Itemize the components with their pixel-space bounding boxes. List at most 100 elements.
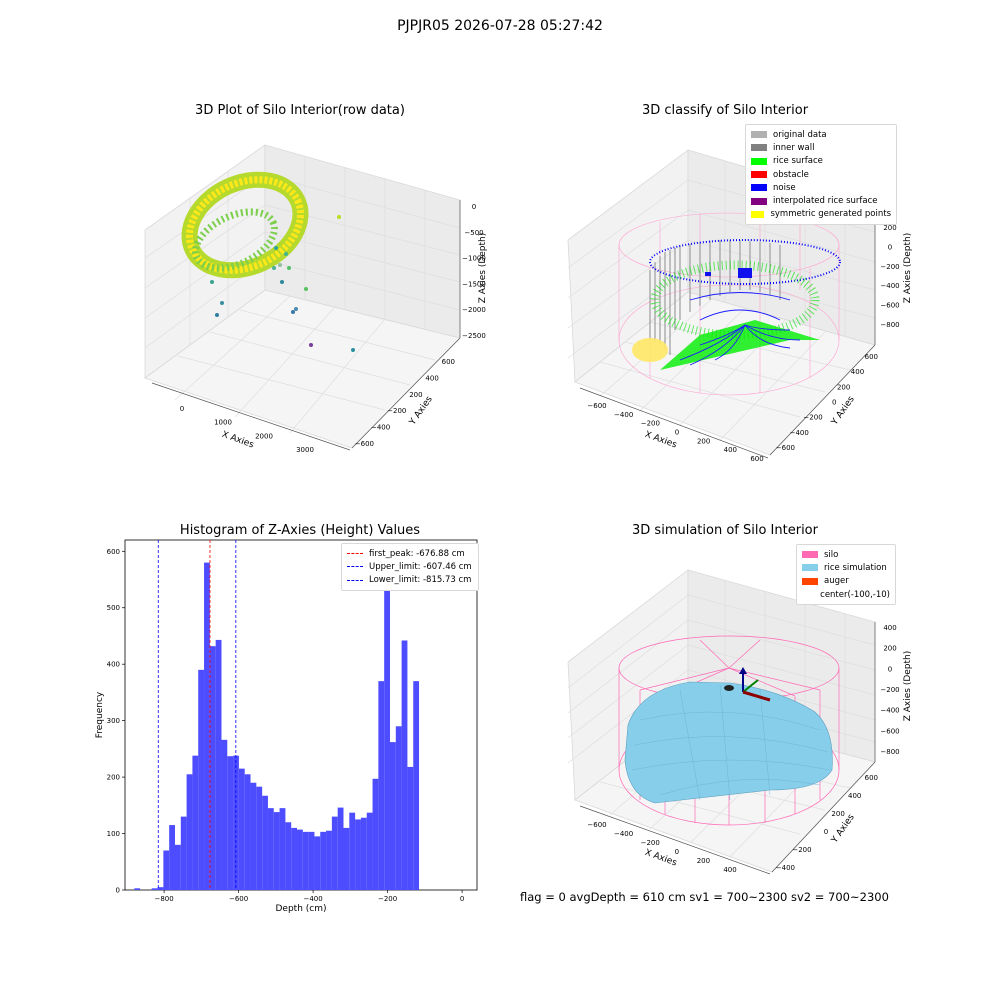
panel4-center-marker	[724, 685, 734, 691]
histogram-y-tick-label: 200	[107, 774, 120, 782]
legend-swatch	[751, 184, 767, 192]
histogram-x-tick-label: −600	[229, 895, 248, 903]
legend-label: center(-100,-10)	[820, 589, 890, 600]
histogram-x-tick-label: −400	[303, 895, 322, 903]
legend-swatch	[751, 131, 767, 139]
legend-label: interpolated rice surface	[773, 196, 878, 207]
legend-swatch	[802, 577, 818, 585]
panel4-auger-z-arrow-head	[739, 667, 747, 674]
histogram-y-tick-label: 400	[107, 661, 120, 669]
histogram-bar	[331, 816, 338, 890]
panel4-x-tick-label: −400	[614, 830, 633, 838]
histogram-bar	[285, 822, 292, 890]
panel4-z-tick-label: −800	[880, 748, 899, 756]
histogram-x-tick-label: −800	[154, 895, 173, 903]
panel4-title: 3D simulation of Silo Interior	[632, 523, 818, 538]
panel3-title: Histogram of Z-Axies (Height) Values	[179, 523, 421, 538]
histogram-bar	[389, 742, 396, 890]
panel1-z-tick-label: −500	[464, 229, 483, 237]
panel2-title: 3D classify of Silo Interior	[641, 103, 809, 118]
panel1-y-tick-label: 400	[425, 374, 438, 382]
panel2-x-tick-label: 200	[697, 437, 710, 445]
histogram-bar	[256, 786, 263, 890]
status-footer: flag = 0 avgDepth = 610 cm sv1 = 700~230…	[520, 890, 889, 904]
panel4-y-tick-label: 600	[865, 774, 878, 782]
histogram-bar	[297, 829, 303, 890]
panel4-y-tick-label: −400	[776, 864, 795, 872]
legend-label: Lower_limit: -815.73 cm	[369, 575, 472, 586]
legend-swatch	[347, 579, 363, 581]
panel2-z-tick-label: −800	[880, 321, 899, 329]
panel2-x-tick-label: 600	[750, 455, 763, 463]
panel3-legend: first_peak: -676.88 cm Upper_limit: -607.…	[341, 543, 479, 591]
panel4-rice-simulation-surface	[624, 681, 833, 804]
legend-label: Upper_limit: -607.46 cm	[369, 561, 472, 572]
panel1-z-tick-label: −2000	[462, 306, 486, 314]
panel2-point-cloud	[618, 212, 841, 396]
panel4-z-tick-label: −400	[880, 707, 899, 715]
panel1-z-ticks: 0 −500 −1000 −1500 −2000 −2500	[462, 203, 486, 340]
legend-label: symmetric generated points	[770, 209, 891, 220]
legend-swatch	[802, 551, 818, 559]
histogram-bar	[174, 844, 181, 890]
panel4-z-ticks: 400 200 0 −200 −400 −600 −800	[880, 624, 899, 756]
panel1-y-label: Y Axies	[407, 394, 435, 427]
legend-entry: first_peak: -676.88 cm	[347, 547, 473, 560]
panel4-z-tick-label: 400	[883, 624, 896, 632]
legend-swatch	[347, 553, 363, 555]
legend-swatch	[802, 564, 818, 572]
panel1-outlier	[291, 310, 295, 314]
panel4-rice-mesh	[631, 684, 831, 801]
panel2-x-tick-label: −600	[587, 402, 606, 410]
panel1-title: 3D Plot of Silo Interior(row data)	[195, 103, 405, 118]
panel2-z-tick-label: 200	[883, 224, 896, 232]
histogram-bar	[355, 819, 361, 890]
panel4-legend: silo rice simulation auger center(-100,-10)	[796, 544, 896, 606]
panel1-z-tick-label: −2500	[462, 332, 486, 340]
panel4-y-tick-label: −200	[792, 846, 811, 854]
panel2-rice-surface-band	[660, 320, 820, 370]
legend-swatch	[751, 171, 767, 179]
panel2-legend: original data inner wall rice surface obsta…	[745, 124, 897, 226]
panel1-outlier	[272, 266, 276, 270]
panel1-y-tick-label: −200	[387, 407, 406, 415]
histogram-bar	[314, 836, 321, 890]
panel4-x-tick-label: 0	[675, 848, 679, 856]
panel2-y-tick-label: 200	[837, 383, 850, 391]
panel1-x-label: X Axies	[220, 430, 255, 451]
panel2-y-tick-label: −400	[790, 429, 809, 437]
panel2-noise-ring	[649, 239, 841, 285]
histogram-bar	[395, 726, 402, 890]
panel4-auger-x-arrow	[742, 690, 771, 702]
histogram-bar	[407, 766, 414, 890]
histogram-bar	[204, 562, 210, 890]
histogram-bar	[360, 817, 367, 890]
panel1-outlier	[280, 280, 284, 284]
panel2-y-axis-line	[769, 344, 876, 456]
panel1-outlier	[220, 301, 224, 305]
histogram-y-tick-label: 300	[107, 717, 120, 725]
legend-entry: noise	[751, 181, 891, 194]
panel3-y-label: Frequency	[95, 691, 105, 738]
panel4-y-ticks: 600 400 200 0 −200 −400	[776, 774, 878, 872]
legend-entry: Upper_limit: -607.46 cm	[347, 560, 473, 573]
histogram-bar	[267, 808, 274, 890]
histogram-bar	[238, 768, 245, 890]
panel2-x-ticks: −600 −400 −200 0 200 400 600	[587, 402, 763, 463]
legend-entry: inner wall	[751, 141, 891, 154]
histogram-bar	[227, 756, 234, 890]
panel4-z-tick-label: −200	[880, 686, 899, 694]
panel4-y-tick-label: 200	[831, 810, 844, 818]
panel1-outlier	[351, 348, 355, 352]
panel2-z-tick-label: −200	[880, 263, 899, 271]
panel1-outlier	[304, 287, 308, 291]
histogram-bar	[337, 807, 344, 890]
legend-entry: rice simulation	[802, 561, 890, 574]
legend-swatch	[751, 210, 765, 218]
histogram-bar	[192, 755, 199, 890]
panel1-z-tick-label: −1000	[462, 255, 486, 263]
panel1-outlier	[284, 252, 288, 256]
legend-label: inner wall	[773, 142, 815, 153]
legend-entry: auger	[802, 575, 890, 588]
panel2-z-tick-label: −600	[880, 302, 899, 310]
